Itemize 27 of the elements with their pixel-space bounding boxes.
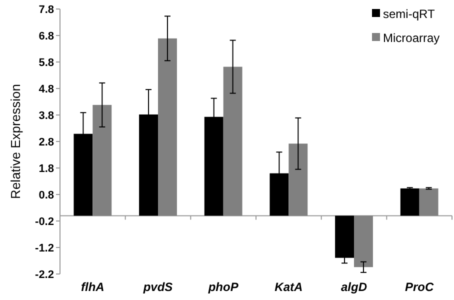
bar [158,38,177,216]
y-tick-label: -1.2 [35,242,54,254]
y-tick-label: 4.8 [38,83,54,96]
x-tick-label: ProC [404,280,434,294]
y-tick-label: 2.8 [38,136,54,148]
bar [92,104,112,216]
y-tick-label: 0.8 [38,189,54,202]
bar [223,66,242,216]
x-tick-label: KatA [274,280,303,294]
y-tick-label: 7.8 [38,4,54,16]
y-tick-label: 5.8 [38,56,54,69]
bar [400,188,420,216]
bar [288,144,308,216]
x-tick-label: pvdS [142,280,173,294]
bar [419,188,438,216]
y-tick-label: -2.2 [35,268,54,281]
legend-label: Microarray [383,31,440,46]
x-tick-label: algD [340,280,368,294]
bar [354,216,373,268]
x-tick-label: flhA [81,280,104,294]
x-tick-label: phoP [207,280,240,294]
y-tick-label: 3.8 [38,110,54,122]
y-axis-title: Relative Expression [8,84,23,199]
y-tick-label: 1.8 [38,162,54,175]
y-tick-label: 6.8 [38,30,54,42]
legend-label: semi-qRT [383,7,436,22]
y-tick-label: -0.2 [35,216,54,228]
